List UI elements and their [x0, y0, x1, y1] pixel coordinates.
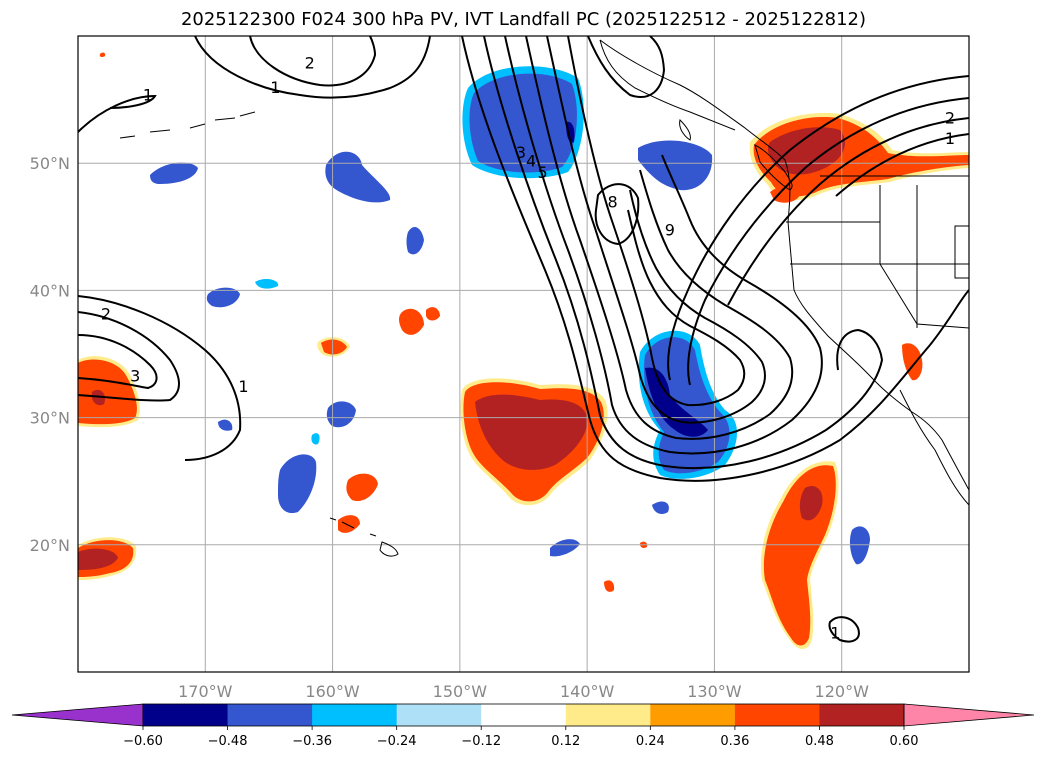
- vancouver-island: [754, 144, 793, 191]
- lat-label-2: 30°N: [30, 409, 70, 428]
- colorbar-under-arrow: [11, 703, 144, 727]
- contour-label-5: 1: [238, 377, 248, 396]
- colorbar-over-arrow: [903, 703, 1035, 727]
- colorbar-label-7: 0.36: [720, 734, 749, 749]
- lat-label-1: 40°N: [30, 281, 70, 300]
- colorbar-label-9: 0.60: [890, 734, 919, 749]
- colorbar-frame: [142, 703, 905, 727]
- contour-label-12: 1: [945, 129, 955, 148]
- contour-label-7: 4: [526, 152, 536, 171]
- ivt-contours: [78, 36, 969, 643]
- colorbar-label-3: −0.24: [377, 734, 417, 749]
- baja-coast: [899, 389, 969, 506]
- colorbar-bin-3: [396, 704, 482, 726]
- hawaii-islands: [329, 517, 399, 557]
- neg-anomaly-small-1: [325, 151, 391, 203]
- aleutians: [119, 111, 256, 139]
- positive-anomaly-shading: [78, 52, 969, 649]
- colorbar-label-2: −0.36: [292, 734, 332, 749]
- pv-anomaly-fill: [78, 52, 969, 649]
- contour-label-10: 9: [665, 220, 675, 239]
- lon-label-2: 150°W: [433, 682, 488, 701]
- colorbar-label-6: 0.24: [636, 734, 665, 749]
- lon-label-1: 160°W: [305, 682, 360, 701]
- contour-label-9: 8: [608, 192, 618, 211]
- contour-label-2: 2: [305, 54, 315, 73]
- latitude-labels: 50°N 40°N 30°N 20°N: [30, 154, 70, 555]
- contour-label-4: 3: [130, 367, 140, 386]
- coastlines: [119, 39, 969, 557]
- colorbar-label-4: −0.12: [461, 734, 501, 749]
- map-frame: [77, 35, 970, 673]
- contour-label-8: 5: [537, 163, 547, 182]
- contour-label-13: 1: [830, 624, 840, 643]
- contour-label-3: 2: [101, 304, 111, 323]
- alaska-panhandle: [599, 39, 736, 131]
- colorbar-label-5: 0.12: [551, 734, 580, 749]
- contour-label-11: 2: [945, 108, 955, 127]
- colorbar-bin-8: [819, 704, 905, 726]
- colorbar-bin-7: [734, 704, 820, 726]
- colorbar-label-0: −0.60: [123, 734, 163, 749]
- colorbar-bin-6: [650, 704, 736, 726]
- lon-label-4: 130°W: [687, 682, 742, 701]
- neg-anomaly-bc: [638, 140, 713, 191]
- contour-label-6: 3: [516, 143, 526, 162]
- colorbar-bin-5: [565, 704, 651, 726]
- contour-label-1: 1: [270, 78, 280, 97]
- north-america-west-coast: [599, 39, 969, 491]
- lon-label-5: 120°W: [815, 682, 870, 701]
- colorbar: −0.60 −0.48 −0.36 −0.24 −0.12 0.12 0.24 0.36 0.4…: [11, 703, 1035, 749]
- colorbar-bin-4: [481, 704, 567, 726]
- longitude-labels: 170°W 160°W 150°W 140°W 130°W 120°W: [178, 682, 869, 701]
- lon-label-3: 140°W: [560, 682, 615, 701]
- lat-label-3: 20°N: [30, 536, 70, 555]
- colorbar-bin-0: [143, 704, 229, 726]
- lon-label-0: 170°W: [178, 682, 233, 701]
- colorbar-label-1: −0.48: [208, 734, 248, 749]
- lat-label-0: 50°N: [30, 154, 70, 173]
- colorbar-bin-1: [227, 704, 313, 726]
- map-title: 2025122300 F024 300 hPa PV, IVT Landfall…: [180, 9, 867, 30]
- colorbar-bin-2: [312, 704, 398, 726]
- haida-gwaii: [679, 119, 691, 141]
- colorbar-label-8: 0.48: [805, 734, 834, 749]
- contour-label-0: 1: [143, 86, 153, 105]
